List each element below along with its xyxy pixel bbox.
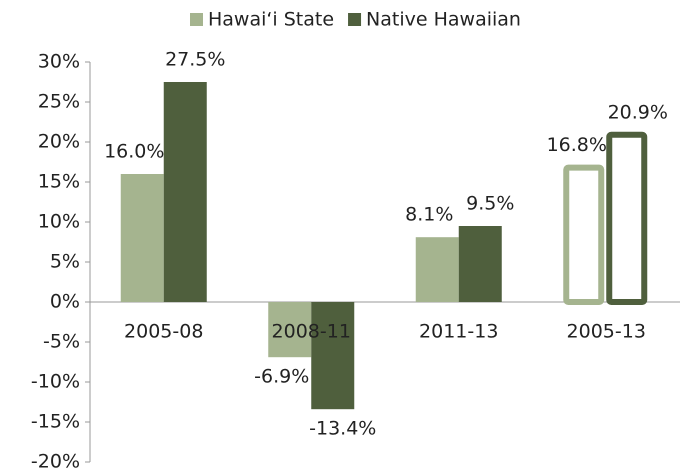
y-tick-label: -10% bbox=[31, 371, 80, 393]
bar bbox=[120, 174, 164, 302]
legend-label: Native Hawaiian bbox=[366, 9, 521, 31]
y-tick-label: 20% bbox=[38, 131, 80, 153]
x-tick-label: 2011-13 bbox=[419, 321, 498, 343]
y-tick-label: -15% bbox=[31, 411, 80, 433]
y-tick-label: 15% bbox=[38, 171, 80, 193]
value-label: 20.9% bbox=[608, 101, 668, 123]
x-tick-label: 2005-08 bbox=[124, 321, 203, 343]
bar bbox=[606, 131, 648, 305]
legend-swatch bbox=[190, 13, 203, 26]
value-label: 9.5% bbox=[466, 193, 514, 215]
x-tick-label: 2008-11 bbox=[272, 321, 351, 343]
y-tick-label: -5% bbox=[43, 331, 80, 353]
value-label: 27.5% bbox=[165, 49, 225, 71]
value-label: 16.8% bbox=[547, 134, 607, 156]
y-tick-label: 0% bbox=[50, 291, 80, 313]
value-label: 16.0% bbox=[104, 141, 164, 163]
y-tick-label: 10% bbox=[38, 211, 80, 233]
y-tick-label: 30% bbox=[38, 51, 80, 73]
bar bbox=[415, 237, 459, 302]
bar bbox=[458, 226, 502, 302]
y-tick-label: 5% bbox=[50, 251, 80, 273]
legend-label: Hawai‘i State bbox=[208, 9, 334, 31]
x-tick-label: 2005-13 bbox=[567, 321, 646, 343]
value-label: -6.9% bbox=[254, 366, 309, 388]
value-label: -13.4% bbox=[309, 418, 376, 440]
bar bbox=[268, 302, 312, 358]
legend-swatch bbox=[348, 13, 362, 26]
bar bbox=[163, 82, 207, 302]
value-label: 8.1% bbox=[405, 204, 453, 226]
y-tick-label: 25% bbox=[38, 91, 80, 113]
bar bbox=[311, 302, 355, 410]
bar bbox=[563, 164, 605, 305]
y-tick-label: -20% bbox=[31, 451, 80, 472]
